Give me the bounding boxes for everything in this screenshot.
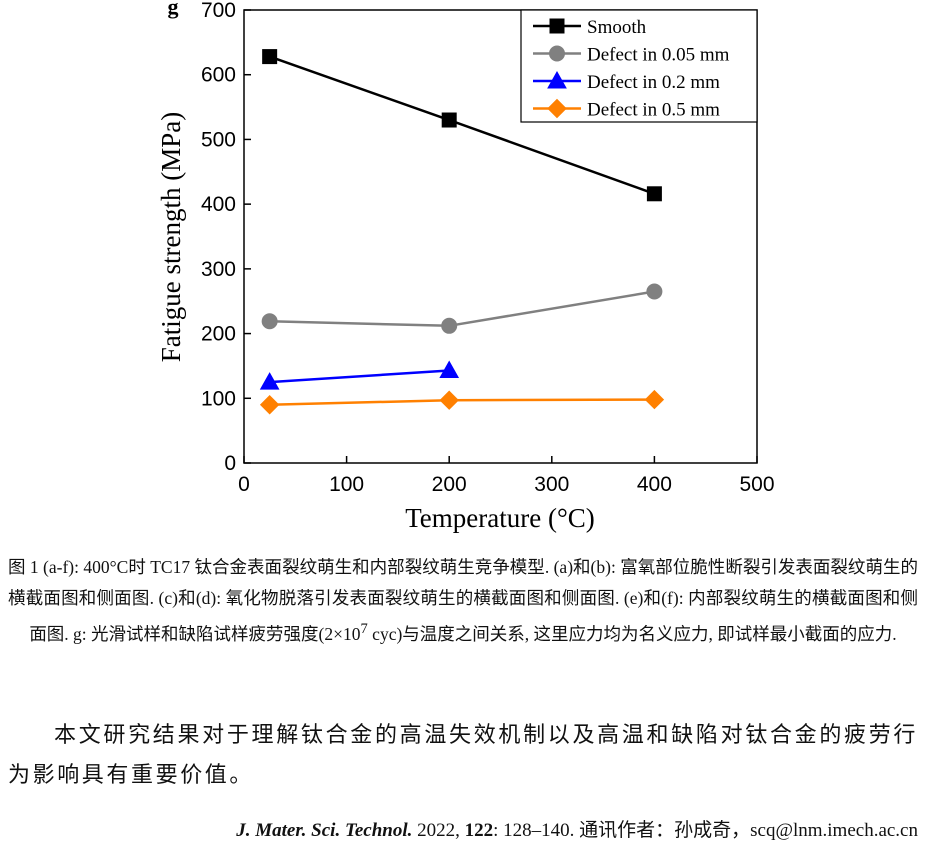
marker: [549, 45, 565, 62]
y-tick-label: 500: [201, 128, 236, 151]
series-line: [269, 290, 655, 328]
x-tick-label: 400: [637, 473, 672, 496]
plot-frame: [243, 9, 758, 464]
marker: [441, 317, 458, 334]
legend-label: Defect in 0.2 mm: [587, 72, 720, 93]
chart: g Temperature (°C) Fatigue strength (MPa…: [156, 0, 775, 533]
year: 2022,: [412, 820, 465, 841]
marker: [646, 186, 662, 202]
volume: 122: [464, 820, 494, 841]
marker: [439, 360, 460, 378]
legend-label: Defect in 0.5 mm: [587, 100, 720, 121]
marker: [262, 49, 278, 65]
figure-caption: 图 1 (a-f): 400°C时 TC17 钛合金表面裂纹萌生和内部裂纹萌生竞…: [8, 552, 918, 650]
x-tick-label: 0: [238, 473, 250, 496]
journal: J. Mater. Sci. Technol.: [236, 820, 413, 841]
x-tick-label: 100: [329, 473, 364, 496]
y-tick-label: 100: [201, 387, 236, 410]
marker: [259, 372, 280, 390]
x-axis-label: Temperature (°C): [405, 503, 595, 533]
marker: [439, 390, 459, 410]
y-tick-label: 400: [201, 193, 236, 216]
caption-superscript: 7: [360, 621, 368, 637]
x-tick-label: 200: [432, 473, 467, 496]
caption-text: 图 1 (a-f): 400°C时 TC17 钛合金表面裂纹萌生和内部裂纹萌生竞…: [8, 557, 918, 644]
series-line: [269, 369, 450, 384]
legend-label: Smooth: [587, 17, 647, 38]
legend-label: Defect in 0.05 mm: [587, 45, 730, 66]
y-tick-label: 300: [201, 258, 236, 281]
marker: [646, 283, 663, 300]
caption-text: cyc)与温度之间关系, 这里应力均为名义应力, 即试样最小截面的应力.: [367, 623, 897, 644]
y-axis-label: Fatigue strength (MPa): [156, 112, 186, 362]
series-line: [269, 398, 655, 407]
y-tick-label: 600: [201, 64, 236, 87]
marker: [549, 18, 565, 34]
marker: [259, 395, 280, 415]
marker: [547, 70, 567, 89]
x-tick-label: 300: [534, 473, 569, 496]
panel-label: g: [168, 0, 179, 19]
marker: [441, 112, 457, 128]
y-tick-label: 700: [201, 0, 236, 22]
marker: [547, 98, 567, 119]
x-tick-label: 500: [739, 473, 774, 496]
pages-author: : 128–140. 通讯作者：孙成奇，scq@lnm.imech.ac.cn: [493, 820, 918, 841]
y-tick-label: 0: [224, 452, 236, 475]
y-tick-label: 200: [201, 323, 236, 346]
reference: J. Mater. Sci. Technol. 2022, 122: 128–1…: [0, 815, 918, 842]
marker: [644, 389, 665, 410]
marker: [261, 313, 278, 330]
body-paragraph: 本文研究结果对于理解钛合金的高温失效机制以及高温和缺陷对钛合金的疲劳行为影响具有…: [8, 722, 918, 787]
